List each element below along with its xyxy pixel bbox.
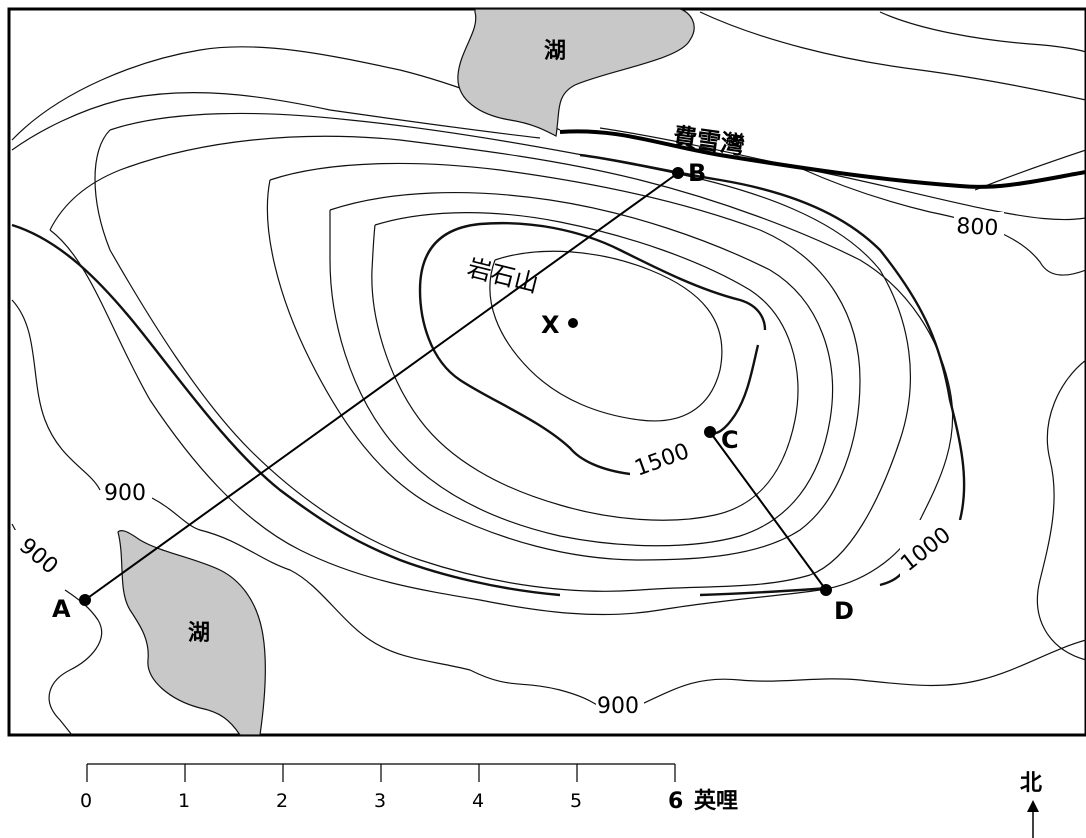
lake-north	[457, 8, 695, 137]
label-point-a: A	[52, 595, 71, 623]
contour-lines	[11, 11, 1086, 736]
contour-ring-4	[329, 191, 834, 547]
route-c-d	[709, 431, 827, 591]
elevation-900-left: 900	[104, 481, 146, 506]
contour-north-2	[11, 91, 541, 151]
contour-900-west	[11, 299, 1086, 707]
scale-tick-6: 6	[668, 789, 683, 814]
contour-east-outer	[1036, 359, 1086, 661]
north-label: 北	[1020, 771, 1042, 796]
point-a-dot	[79, 594, 91, 606]
elevation-800: 800	[956, 214, 999, 241]
scale-tick-0: 0	[80, 790, 92, 812]
point-c-dot	[704, 426, 716, 438]
label-point-d: D	[834, 597, 854, 625]
elevation-900-bottom: 900	[597, 694, 639, 719]
index-contour-1000	[11, 153, 966, 597]
scale-unit: 英哩	[694, 789, 738, 814]
scale-tick-5: 5	[570, 790, 582, 812]
label-point-b: B	[688, 159, 706, 187]
scale-tick-4: 4	[472, 790, 484, 812]
point-d-dot	[820, 584, 832, 596]
contour-ring-2	[94, 112, 912, 592]
contour-ring-6	[489, 250, 723, 422]
scale-tick-1: 1	[178, 790, 190, 812]
contour-ring-3	[266, 162, 861, 561]
label-lake-north: 湖	[544, 39, 566, 64]
contour-ring-1	[49, 135, 954, 616]
scale-tick-3: 3	[374, 790, 386, 812]
elevation-labels: 800 900 900 900 1000 1500	[14, 212, 1004, 719]
contour-ne-top	[699, 11, 1086, 101]
scale-bar: 0 1 2 3 4 5 6 英哩	[80, 763, 738, 814]
route-a-b	[84, 172, 679, 601]
point-b-dot	[672, 167, 684, 179]
label-point-x: X	[541, 311, 560, 339]
lake-southwest	[117, 529, 266, 736]
index-contour-1500	[418, 221, 767, 476]
label-lake-southwest: 湖	[188, 621, 210, 646]
scale-tick-2: 2	[276, 790, 288, 812]
label-point-c: C	[721, 426, 739, 454]
contour-northeast	[599, 127, 1086, 221]
contour-ne-top2	[879, 11, 1086, 53]
river-fisher-bay	[559, 129, 1086, 189]
north-arrow: 北	[1020, 771, 1042, 838]
point-x-dot	[568, 318, 578, 328]
